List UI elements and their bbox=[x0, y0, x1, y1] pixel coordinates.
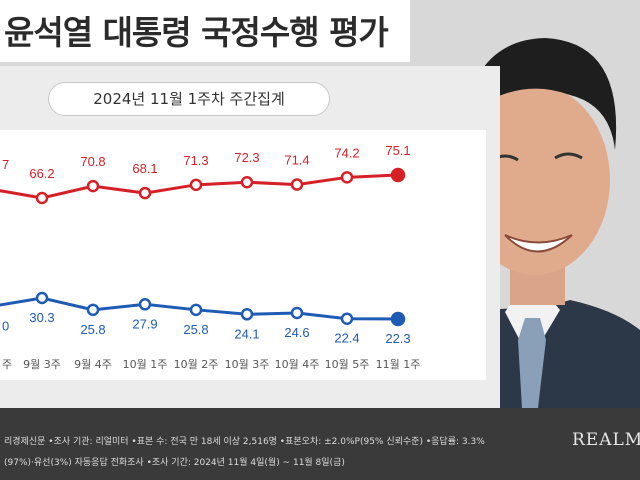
brand-logo: REALME bbox=[572, 430, 640, 450]
footer-survey-method: (97%)·유선(3%) 자동응답 전화조사 •조사 기간: 2024년 11월… bbox=[4, 458, 345, 468]
title-band: 윤석열 대통령 국정수행 평가 bbox=[0, 0, 490, 62]
chart-subtitle: 2024년 11월 1주차 주간집계 bbox=[48, 82, 330, 116]
chart-panel bbox=[0, 66, 500, 408]
chart-title: 윤석열 대통령 국정수행 평가 bbox=[4, 13, 389, 52]
footer-survey-info: 리경제신문 •조사 기관: 리얼미터 •표본 수: 전국 만 18세 이상 2,… bbox=[4, 437, 485, 447]
footer-band bbox=[0, 408, 640, 480]
